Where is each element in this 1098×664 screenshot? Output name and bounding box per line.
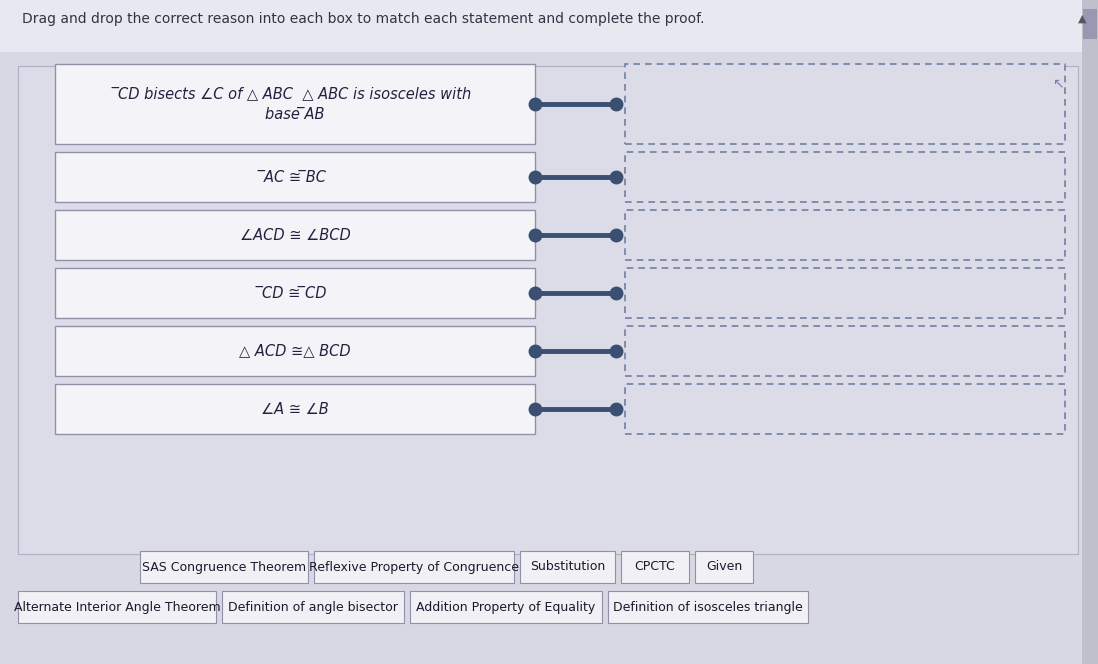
FancyBboxPatch shape xyxy=(222,591,404,623)
Text: ↖: ↖ xyxy=(1052,76,1064,90)
FancyBboxPatch shape xyxy=(55,268,535,318)
FancyBboxPatch shape xyxy=(625,152,1065,202)
Text: Definition of angle bisector: Definition of angle bisector xyxy=(228,600,397,614)
Text: ∠A ≅ ∠B: ∠A ≅ ∠B xyxy=(261,402,329,416)
Text: SAS Congruence Theorem: SAS Congruence Theorem xyxy=(142,560,306,574)
FancyBboxPatch shape xyxy=(1083,9,1097,39)
FancyBboxPatch shape xyxy=(18,66,1078,554)
FancyBboxPatch shape xyxy=(625,210,1065,260)
Text: ∠ACD ≅ ∠BCD: ∠ACD ≅ ∠BCD xyxy=(239,228,350,242)
FancyBboxPatch shape xyxy=(18,591,216,623)
Text: ̅CD bisects ∠C of △ ABC  △ ABC is isosceles with
base ̅AB: ̅CD bisects ∠C of △ ABC △ ABC is isoscel… xyxy=(119,86,472,122)
Text: ̅CD ≅ ̅CD: ̅CD ≅ ̅CD xyxy=(262,286,327,301)
Text: Definition of isosceles triangle: Definition of isosceles triangle xyxy=(613,600,803,614)
FancyBboxPatch shape xyxy=(695,551,753,583)
Text: Given: Given xyxy=(706,560,742,574)
FancyBboxPatch shape xyxy=(520,551,615,583)
FancyBboxPatch shape xyxy=(1082,0,1098,664)
FancyBboxPatch shape xyxy=(55,384,535,434)
FancyBboxPatch shape xyxy=(625,64,1065,144)
FancyBboxPatch shape xyxy=(55,152,535,202)
FancyBboxPatch shape xyxy=(621,551,690,583)
FancyBboxPatch shape xyxy=(55,210,535,260)
FancyBboxPatch shape xyxy=(410,591,602,623)
Text: Reflexive Property of Congruence: Reflexive Property of Congruence xyxy=(309,560,519,574)
Text: ▲: ▲ xyxy=(1078,14,1086,24)
FancyBboxPatch shape xyxy=(314,551,514,583)
FancyBboxPatch shape xyxy=(625,384,1065,434)
Text: CPCTC: CPCTC xyxy=(635,560,675,574)
Text: Addition Property of Equality: Addition Property of Equality xyxy=(416,600,595,614)
Text: △ ACD ≅△ BCD: △ ACD ≅△ BCD xyxy=(239,343,351,359)
Text: ̅AC ≅ ̅BC: ̅AC ≅ ̅BC xyxy=(264,169,326,185)
Text: Alternate Interior Angle Theorem: Alternate Interior Angle Theorem xyxy=(13,600,221,614)
Text: Substitution: Substitution xyxy=(530,560,605,574)
FancyBboxPatch shape xyxy=(0,52,1098,664)
FancyBboxPatch shape xyxy=(625,268,1065,318)
FancyBboxPatch shape xyxy=(608,591,808,623)
Text: Drag and drop the correct reason into each box to match each statement and compl: Drag and drop the correct reason into ea… xyxy=(22,12,705,26)
FancyBboxPatch shape xyxy=(0,0,1098,54)
FancyBboxPatch shape xyxy=(55,326,535,376)
FancyBboxPatch shape xyxy=(625,326,1065,376)
FancyBboxPatch shape xyxy=(141,551,309,583)
FancyBboxPatch shape xyxy=(55,64,535,144)
